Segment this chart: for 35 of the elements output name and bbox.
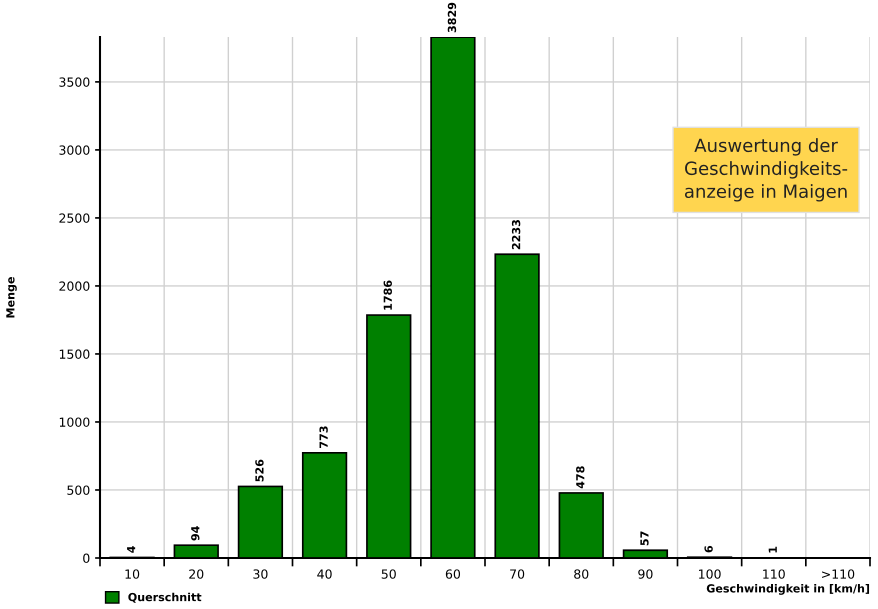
y-tick-label: 1000 xyxy=(60,417,90,427)
annotation: Auswertung der Geschwindigkeits- anzeige in Maigen xyxy=(684,138,848,202)
data-label: 3829 xyxy=(448,2,456,32)
y-tick-label: 2500 xyxy=(59,213,90,223)
data-label: 4 xyxy=(127,546,136,553)
x-tick-label: 100 xyxy=(699,569,721,579)
legend-label: Querschnitt xyxy=(128,592,202,603)
x-tick-label: 30 xyxy=(253,569,268,579)
data-label: 94 xyxy=(191,526,200,540)
x-tick-label: 40 xyxy=(317,569,332,579)
x-tick-label: 20 xyxy=(189,569,204,579)
x-tick-label: 70 xyxy=(510,569,524,579)
x-tick-label: 60 xyxy=(446,569,460,579)
y-tick-label: 1500 xyxy=(60,349,90,359)
y-tick-label: 500 xyxy=(67,485,90,495)
y-tick-label: 2000 xyxy=(59,281,90,291)
y-tick-label: 3000 xyxy=(59,145,90,155)
y-tick-label: 3500 xyxy=(59,77,90,87)
x-tick-label: 80 xyxy=(574,569,588,579)
y-tick-label: 0 xyxy=(83,553,90,563)
x-tick-label: 110 xyxy=(763,569,785,579)
data-label: 773 xyxy=(319,426,328,448)
data-label: 1786 xyxy=(384,280,392,310)
data-label: 1 xyxy=(768,546,777,552)
data-label: 2233 xyxy=(512,220,520,250)
x-tick-label: 50 xyxy=(382,569,396,579)
x-tick-label: 90 xyxy=(638,569,653,579)
data-label: 478 xyxy=(576,466,584,488)
x-tick-label: >110 xyxy=(822,569,854,579)
x-axis-title: Geschwindigkeit in [km/h] xyxy=(706,584,870,595)
data-label: 526 xyxy=(255,460,264,482)
y-axis-title: Menge xyxy=(6,277,17,318)
x-tick-label: 10 xyxy=(126,569,140,579)
data-label: 6 xyxy=(704,546,713,552)
data-label: 57 xyxy=(640,532,649,546)
